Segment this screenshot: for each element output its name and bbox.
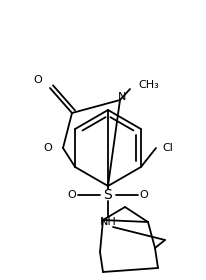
Text: O: O <box>140 190 148 200</box>
Text: N: N <box>118 92 126 102</box>
Text: Cl: Cl <box>162 143 173 153</box>
Text: O: O <box>34 75 42 85</box>
Text: CH₃: CH₃ <box>138 80 159 90</box>
Text: NH: NH <box>100 217 116 227</box>
Text: S: S <box>104 188 112 202</box>
Text: O: O <box>68 190 76 200</box>
Text: O: O <box>44 143 52 153</box>
